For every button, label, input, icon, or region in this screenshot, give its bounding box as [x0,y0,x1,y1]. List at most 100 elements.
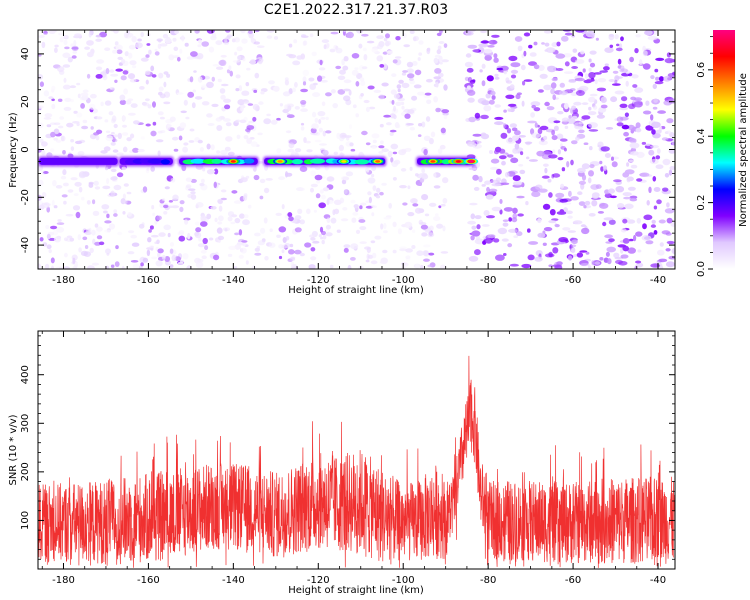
spectrogram-noise-blob [41,202,48,206]
spectrogram-noise-blob [561,117,570,123]
spectrogram-noise-blob [596,114,606,119]
spectrogram-noise-blob [509,84,515,89]
spectrogram-noise-blob [401,33,407,39]
spectrogram-noise-blob [571,105,576,110]
spectrogram-noise-blob [246,67,251,71]
spectrogram-noise-blob [481,184,486,187]
spectrogram-noise-blob [207,123,215,126]
spectrogram-noise-blob [557,157,564,161]
spectrogram-noise-blob [103,210,108,214]
spectrogram-noise-blob [154,51,160,56]
spectrogram-noise-blob [352,104,357,109]
spectrogram-noise-blob [486,186,490,193]
spectrogram-noise-blob [316,180,321,184]
spectrogram-noise-blob [512,175,521,182]
spectrogram-noise-blob [197,44,202,48]
spectrogram-noise-blob [324,229,330,234]
spectrogram-noise-blob [488,188,498,193]
spectrogram-x-tick-label: -180 [52,275,75,286]
spectrogram-noise-blob [373,89,382,93]
spectrogram-noise-blob [499,199,503,204]
spectrogram-noise-blob [661,137,669,141]
spectrogram-noise-blob [544,42,550,47]
spectrogram-noise-blob [148,229,152,233]
spectrogram-noise-blob [89,247,94,254]
spectrogram-noise-blob [96,59,105,64]
spectrogram-noise-blob [326,176,335,182]
spectrogram-noise-blob [359,226,367,231]
spectrogram-noise-blob [336,229,341,233]
spectrogram-noise-blob [657,110,666,114]
spectrogram-noise-blob [521,263,532,269]
spectrogram-noise-blob [613,252,620,258]
spectrogram-noise-blob [499,155,507,160]
spectrogram-noise-blob [206,113,213,118]
spectrogram-noise-blob [343,244,351,249]
spectrogram-noise-blob [288,142,295,149]
spectrogram-noise-blob [234,217,241,224]
spectrogram-noise-blob [489,150,493,154]
spectrogram-noise-blob [420,264,424,269]
spectrogram-noise-blob [50,131,56,138]
spectrogram-noise-blob [325,116,329,121]
spectrogram-noise-blob [243,135,249,140]
spectrogram-noise-blob [223,98,232,104]
spectrogram-noise-blob [163,204,169,209]
spectrogram-noise-blob [588,122,598,129]
spectrogram-noise-blob [240,177,248,183]
spectrogram-noise-blob [123,199,128,205]
spectrogram-noise-blob [300,126,305,131]
spectrogram-noise-blob [421,173,427,180]
spectrogram-noise-blob [104,166,109,171]
spectrogram-noise-blob [122,211,126,215]
spectrogram-noise-blob [440,127,446,134]
spectrogram-noise-blob [46,124,52,128]
spectrogram-noise-blob [631,74,639,79]
spectrogram-noise-blob [120,75,127,81]
spectrogram-noise-blob [92,199,96,205]
spectrogram-noise-blob [588,58,592,63]
spectrogram-noise-blob [305,140,311,144]
spectrogram-noise-blob [194,30,200,34]
spectrogram-noise-blob [411,245,416,249]
spectrogram-noise-blob [509,263,519,267]
spectrogram-noise-blob [224,37,228,44]
spectrogram-noise-blob [51,98,55,102]
snr-frame [37,330,676,570]
spectrogram-noise-blob [104,47,111,51]
spectrogram-noise-blob [397,228,402,235]
spectrogram-noise-blob [333,151,338,155]
spectrogram-y-tick-label: 40 [20,48,31,61]
spectrogram-noise-blob [113,213,118,217]
spectrogram-noise-blob [214,217,218,223]
spectrogram-noise-blob [467,220,476,225]
spectrogram-noise-blob [155,260,163,267]
spectrogram-noise-blob [633,234,637,242]
spectrogram-noise-blob [494,104,501,108]
spectrogram-noise-blob [367,85,375,90]
spectrogram-noise-blob [210,206,217,210]
spectrogram-noise-blob [125,99,132,105]
spectrogram-noise-blob [168,54,175,61]
spectrogram-noise-blob [628,238,634,242]
spectrogram-noise-blob [167,232,171,238]
spectrogram-noise-blob [518,135,526,138]
spectrogram-noise-blob [180,260,184,263]
spectrogram-noise-blob [666,118,674,124]
spectrogram-noise-blob [300,100,307,105]
spectrogram-noise-blob [489,99,495,105]
spectrogram-noise-blob [515,93,521,100]
spectrogram-noise-blob [555,192,565,199]
spectrogram-noise-blob [578,201,586,207]
spectrogram-noise-blob [221,83,229,87]
spectrogram-noise-blob [602,165,608,171]
signal-band-peak [230,160,236,163]
spectrogram-noise-blob [606,246,616,253]
spectrogram-noise-blob [113,30,119,34]
spectrogram-noise-blob [257,240,266,246]
spectrogram-noise-blob [381,82,389,87]
spectrogram-noise-blob [73,110,78,114]
spectrogram-x-tick-label: -140 [222,275,245,286]
spectrogram-noise-blob [325,92,332,97]
spectrogram-noise-blob [433,57,439,64]
